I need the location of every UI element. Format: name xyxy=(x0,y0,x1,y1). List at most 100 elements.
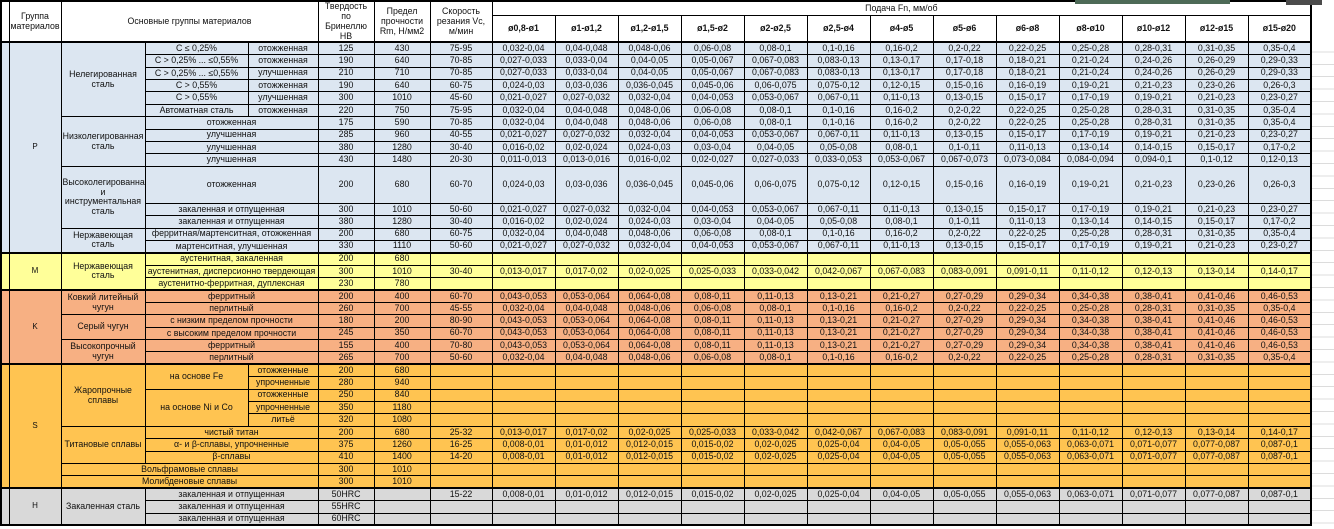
main-groups-column-header[interactable]: Основные группы материалов xyxy=(60,0,319,43)
feed-value[interactable]: 0,067-0,11 xyxy=(806,128,871,143)
feed-value[interactable]: 0,02-0,024 xyxy=(554,140,619,155)
feed-value[interactable] xyxy=(680,376,745,390)
material-subtype[interactable]: с низким пределом прочности xyxy=(144,314,319,328)
feed-value[interactable]: 0,16-0,2 xyxy=(869,227,934,241)
feed-value[interactable] xyxy=(1247,500,1312,514)
strength-value[interactable]: 590 xyxy=(373,116,431,130)
feed-header[interactable]: Подача Fn, мм/об xyxy=(491,0,1312,16)
cutting-speed-value[interactable]: 30-40 xyxy=(429,215,493,229)
feed-value[interactable]: 0,21-0,23 xyxy=(1121,165,1186,204)
feed-value[interactable]: 0,06-0,08 xyxy=(680,301,745,316)
material-subtype[interactable]: аустенитная, закаленная xyxy=(144,251,319,266)
feed-value[interactable] xyxy=(806,413,871,427)
cutting-speed-value[interactable]: 70-85 xyxy=(429,66,493,81)
feed-value[interactable] xyxy=(1121,512,1186,526)
hardness-value[interactable]: 200 xyxy=(317,165,375,204)
feed-value[interactable] xyxy=(491,413,556,427)
feed-value[interactable]: 0,02-0,027 xyxy=(680,153,745,167)
feed-value[interactable] xyxy=(1184,413,1249,427)
strength-value[interactable]: 1280 xyxy=(373,140,431,155)
feed-value[interactable] xyxy=(743,376,808,390)
feed-value[interactable]: 0,077-0,087 xyxy=(1184,438,1249,452)
feed-value[interactable]: 0,04-0,05 xyxy=(869,487,934,502)
strength-value[interactable] xyxy=(373,512,431,526)
hardness-value[interactable]: 280 xyxy=(317,376,375,390)
strength-value[interactable]: 680 xyxy=(373,227,431,241)
cutting-speed-value[interactable] xyxy=(429,277,493,291)
feed-value[interactable]: 0,033-0,042 xyxy=(743,264,808,279)
material-condition[interactable]: улучшенная xyxy=(247,66,319,81)
feed-value[interactable]: 0,032-0,04 xyxy=(491,116,556,130)
strength-value[interactable]: 1010 xyxy=(373,462,431,477)
feed-value[interactable]: 0,11-0,13 xyxy=(743,288,808,303)
hardness-value[interactable]: 350 xyxy=(317,401,375,415)
feed-value[interactable]: 0,027-0,032 xyxy=(554,91,619,105)
feed-value[interactable] xyxy=(1184,376,1249,390)
hardness-value[interactable]: 60HRC xyxy=(317,512,375,526)
feed-value[interactable]: 0,27-0,29 xyxy=(932,326,997,341)
material-subtype[interactable]: закаленная и отпущенная xyxy=(144,487,319,502)
feed-value[interactable] xyxy=(806,376,871,390)
feed-value[interactable]: 0,05-0,08 xyxy=(806,140,871,155)
feed-value[interactable] xyxy=(1184,363,1249,378)
feed-value[interactable]: 0,06-0,08 xyxy=(680,41,745,56)
strength-value[interactable]: 640 xyxy=(373,54,431,68)
feed-value[interactable]: 0,024-0,03 xyxy=(491,165,556,204)
hardness-value[interactable]: 50HRC xyxy=(317,487,375,502)
feed-value[interactable]: 0,06-0,08 xyxy=(680,227,745,241)
feed-value[interactable]: 0,053-0,067 xyxy=(743,91,808,105)
feed-value[interactable]: 0,05-0,067 xyxy=(680,54,745,68)
feed-value[interactable] xyxy=(680,500,745,514)
feed-value[interactable] xyxy=(1247,512,1312,526)
feed-value[interactable]: 0,033-0,04 xyxy=(554,66,619,81)
feed-value[interactable]: 0,036-0,045 xyxy=(617,79,682,93)
feed-value[interactable]: 0,048-0,06 xyxy=(617,116,682,130)
feed-value[interactable]: 0,012-0,015 xyxy=(617,438,682,452)
hardness-value[interactable]: 155 xyxy=(317,339,375,353)
feed-value[interactable] xyxy=(1184,401,1249,415)
feed-value[interactable]: 0,31-0,35 xyxy=(1184,227,1249,241)
feed-value[interactable]: 0,18-0,21 xyxy=(995,66,1060,81)
feed-value[interactable]: 0,06-0,08 xyxy=(680,351,745,365)
material-group-letter[interactable]: M xyxy=(8,251,62,291)
feed-diameter-column-header[interactable]: ø8-ø10 xyxy=(1058,14,1123,43)
feed-value[interactable] xyxy=(1121,376,1186,390)
feed-diameter-column-header[interactable]: ø2-ø2,5 xyxy=(743,14,808,43)
material-subtype[interactable]: ферритный xyxy=(144,288,319,303)
feed-value[interactable] xyxy=(1058,251,1123,266)
feed-value[interactable] xyxy=(1247,388,1312,403)
feed-value[interactable]: 0,2-0,22 xyxy=(932,351,997,365)
cutting-speed-value[interactable]: 50-60 xyxy=(429,239,493,254)
feed-value[interactable] xyxy=(806,475,871,489)
feed-value[interactable]: 0,05-0,055 xyxy=(932,487,997,502)
feed-value[interactable]: 0,01-0,012 xyxy=(554,438,619,452)
material-subtype[interactable]: аустенитная, дисперсионно твердеющая xyxy=(144,264,319,279)
feed-value[interactable]: 0,027-0,033 xyxy=(491,54,556,68)
feed-value[interactable]: 0,04-0,048 xyxy=(554,103,619,118)
feed-value[interactable] xyxy=(743,512,808,526)
feed-value[interactable]: 0,043-0,053 xyxy=(491,314,556,328)
feed-value[interactable]: 0,013-0,017 xyxy=(491,264,556,279)
feed-value[interactable]: 0,15-0,17 xyxy=(995,128,1060,143)
feed-value[interactable]: 0,071-0,077 xyxy=(1121,450,1186,465)
material-subtype[interactable]: улучшенная xyxy=(144,140,319,155)
hardness-value[interactable]: 300 xyxy=(317,91,375,105)
feed-value[interactable]: 0,04-0,048 xyxy=(554,227,619,241)
feed-value[interactable] xyxy=(869,512,934,526)
feed-value[interactable]: 0,06-0,08 xyxy=(680,116,745,130)
material-subtype[interactable]: закаленная и отпущенная xyxy=(144,202,319,217)
feed-value[interactable]: 0,048-0,06 xyxy=(617,351,682,365)
feed-value[interactable] xyxy=(1247,277,1312,291)
feed-value[interactable] xyxy=(554,277,619,291)
strength-value[interactable]: 1010 xyxy=(373,264,431,279)
feed-value[interactable] xyxy=(995,413,1060,427)
hardness-value[interactable]: 330 xyxy=(317,239,375,254)
feed-value[interactable] xyxy=(1247,363,1312,378)
feed-value[interactable]: 0,21-0,23 xyxy=(1184,91,1249,105)
strength-value[interactable]: 350 xyxy=(373,326,431,341)
feed-value[interactable] xyxy=(554,251,619,266)
feed-value[interactable]: 0,17-0,2 xyxy=(1247,215,1312,229)
strength-value[interactable]: 1110 xyxy=(373,239,431,254)
feed-value[interactable] xyxy=(1121,401,1186,415)
feed-value[interactable] xyxy=(806,363,871,378)
